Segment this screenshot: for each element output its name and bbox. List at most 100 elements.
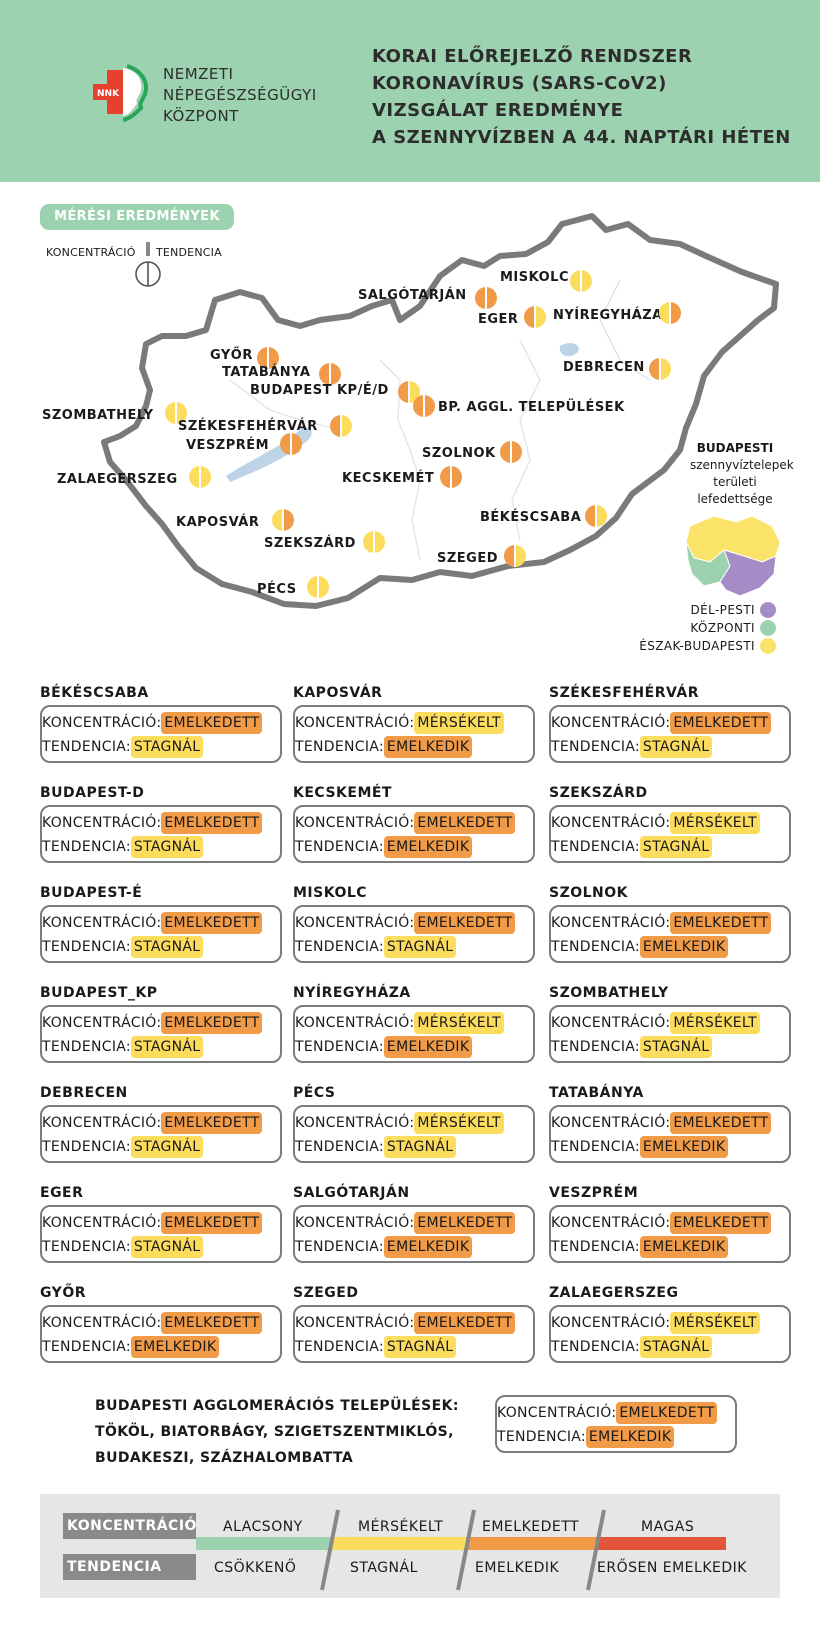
conc-label: KONCENTRÁCIÓ: <box>295 1115 415 1131</box>
map-city-label: SALGÓTARJÁN <box>358 288 467 303</box>
scale-conc-low: ALACSONY <box>223 1519 303 1535</box>
map-city-marker <box>475 287 497 309</box>
map-city-label: SZEGED <box>437 551 499 566</box>
conc-value: EMELKEDETT <box>161 712 263 734</box>
conc-label: KONCENTRÁCIÓ: <box>42 1115 162 1131</box>
map-city-marker <box>500 441 522 463</box>
result-card: KONCENTRÁCIÓ: EMELKEDETT TENDENCIA: STAGNÁL <box>40 1005 282 1063</box>
result-card: KONCENTRÁCIÓ: EMELKEDETT TENDENCIA: STAGNÁL <box>293 905 535 963</box>
map-city-label: KECSKEMÉT <box>342 471 435 486</box>
map-city-marker <box>280 433 302 455</box>
card-city-title: SZÉKESFEHÉRVÁR <box>549 685 699 701</box>
tend-label: TENDENCIA: <box>295 1039 384 1055</box>
tend-label: TENDENCIA: <box>42 1039 131 1055</box>
tend-value: STAGNÁL <box>639 1036 713 1058</box>
conc-value: EMELKEDETT <box>670 912 772 934</box>
conc-value: EMELKEDETT <box>670 712 772 734</box>
tend-value: STAGNÁL <box>130 1036 204 1058</box>
result-card: KONCENTRÁCIÓ: EMELKEDETT TENDENCIA: EMELKED… <box>293 1205 535 1263</box>
tend-value: STAGNÁL <box>383 1136 457 1158</box>
del-pesti-swatch <box>760 602 776 618</box>
map-city-label: KAPOSVÁR <box>176 515 260 530</box>
conc-label: KONCENTRÁCIÓ: <box>295 1015 415 1031</box>
map-city-marker <box>504 545 526 567</box>
tend-value: STAGNÁL <box>130 836 204 858</box>
page-title: KORAI ELŐREJELZŐ RENDSZER KORONAVÍRUS (S… <box>372 46 791 148</box>
card-city-title: DEBRECEN <box>40 1085 128 1101</box>
tend-value: STAGNÁL <box>383 1336 457 1358</box>
result-card: KONCENTRÁCIÓ: EMELKEDETT TENDENCIA: EMELKED… <box>293 805 535 863</box>
result-card: KONCENTRÁCIÓ: MÉRSÉKELT TENDENCIA: EMELKEDI… <box>293 1005 535 1063</box>
result-card: KONCENTRÁCIÓ: EMELKEDETT TENDENCIA: EMELKED… <box>549 1105 791 1163</box>
legend-kozponti: KÖZPONTI <box>690 621 755 635</box>
result-card: KONCENTRÁCIÓ: EMELKEDETT TENDENCIA: STAGNÁL <box>40 705 282 763</box>
result-card: KONCENTRÁCIÓ: EMELKEDETT TENDENCIA: STAGNÁL <box>40 1105 282 1163</box>
header-banner: NNK NEMZETI NÉPEGÉSZSÉGÜGYI KÖZPONT KORA… <box>0 0 820 182</box>
conc-value: MÉRSÉKELT <box>414 1012 504 1034</box>
map-city-marker <box>307 576 329 598</box>
card-city-title: EGER <box>40 1185 84 1201</box>
card-city-title: SZOMBATHELY <box>549 985 669 1001</box>
map-city-label: SZÉKESFEHÉRVÁR <box>178 419 318 434</box>
conc-value: EMELKEDETT <box>161 1212 263 1234</box>
map-city-marker <box>524 306 546 328</box>
tend-label: TENDENCIA: <box>551 1239 640 1255</box>
tend-value: EMELKEDIK <box>383 1236 473 1258</box>
scale-bar-green <box>196 1537 330 1550</box>
scale-slashes <box>320 1509 606 1591</box>
tend-label: TENDENCIA: <box>42 939 131 955</box>
tend-value: EMELKEDIK <box>639 936 729 958</box>
card-city-title: BÉKÉSCSABA <box>40 685 149 701</box>
agg-tend-value: EMELKEDIK <box>585 1426 675 1448</box>
card-city-title: BUDAPEST-É <box>40 885 143 901</box>
map-city-marker <box>398 381 420 403</box>
map-city-marker <box>257 347 279 369</box>
tend-label: TENDENCIA: <box>551 739 640 755</box>
conc-label: KONCENTRÁCIÓ: <box>42 915 162 931</box>
conc-label: KONCENTRÁCIÓ: <box>551 1315 671 1331</box>
map-city-marker <box>659 302 681 324</box>
map-city-marker <box>413 395 435 417</box>
result-card: KONCENTRÁCIÓ: MÉRSÉKELT TENDENCIA: STAGNÁL <box>549 1305 791 1363</box>
conc-value: EMELKEDETT <box>161 1012 263 1034</box>
scale-bar-yellow <box>330 1537 466 1550</box>
conc-label: KONCENTRÁCIÓ: <box>551 1115 671 1131</box>
tend-value: STAGNÁL <box>130 1236 204 1258</box>
tend-label: TENDENCIA: <box>295 1239 384 1255</box>
lake-tisza <box>559 343 579 357</box>
tend-value: STAGNÁL <box>383 936 457 958</box>
result-card: KONCENTRÁCIÓ: EMELKEDETT TENDENCIA: EMELKED… <box>549 1205 791 1263</box>
card-city-title: BUDAPEST-D <box>40 785 145 801</box>
conc-label: KONCENTRÁCIÓ: <box>551 1015 671 1031</box>
tend-label: TENDENCIA: <box>551 939 640 955</box>
scale-tend-strongly-rising: ERŐSEN EMELKEDIK <box>597 1560 747 1576</box>
card-city-title: SZEGED <box>293 1285 359 1301</box>
map-city-label: BUDAPEST KP/É/D <box>250 383 389 398</box>
conc-label: KONCENTRÁCIÓ: <box>295 915 415 931</box>
legend-del-pesti: DÉL-PESTI <box>690 603 755 617</box>
map-city-marker <box>319 363 341 385</box>
map-city-marker <box>165 402 187 424</box>
map-city-label: GYŐR <box>210 348 253 363</box>
conc-value: MÉRSÉKELT <box>414 712 504 734</box>
tend-value: EMELKEDIK <box>130 1336 220 1358</box>
map-city-marker <box>330 415 352 437</box>
card-city-title: KECSKEMÉT <box>293 785 392 801</box>
budapest-mini-map <box>685 515 781 597</box>
agglomeration-card: KONCENTRÁCIÓ: EMELKEDETT TENDENCIA: EMELKE… <box>495 1395 737 1453</box>
conc-label: KONCENTRÁCIÓ: <box>295 815 415 831</box>
result-card: KONCENTRÁCIÓ: EMELKEDETT TENDENCIA: STAGNÁL <box>40 1205 282 1263</box>
map-city-label: VESZPRÉM <box>186 438 270 453</box>
card-city-title: VESZPRÉM <box>549 1185 639 1201</box>
tend-label: TENDENCIA: <box>295 1339 384 1355</box>
map-city-marker <box>189 466 211 488</box>
conc-label: KONCENTRÁCIÓ: <box>295 1215 415 1231</box>
conc-value: EMELKEDETT <box>670 1112 772 1134</box>
conc-value: EMELKEDETT <box>414 812 516 834</box>
scale-conc-label: KONCENTRÁCIÓ <box>63 1513 196 1539</box>
tend-value: STAGNÁL <box>639 1336 713 1358</box>
conc-label: KONCENTRÁCIÓ: <box>42 1215 162 1231</box>
tend-value: STAGNÁL <box>130 1136 204 1158</box>
result-card: KONCENTRÁCIÓ: EMELKEDETT TENDENCIA: EMELKED… <box>40 1305 282 1363</box>
map-city-label: SZOLNOK <box>422 446 496 461</box>
